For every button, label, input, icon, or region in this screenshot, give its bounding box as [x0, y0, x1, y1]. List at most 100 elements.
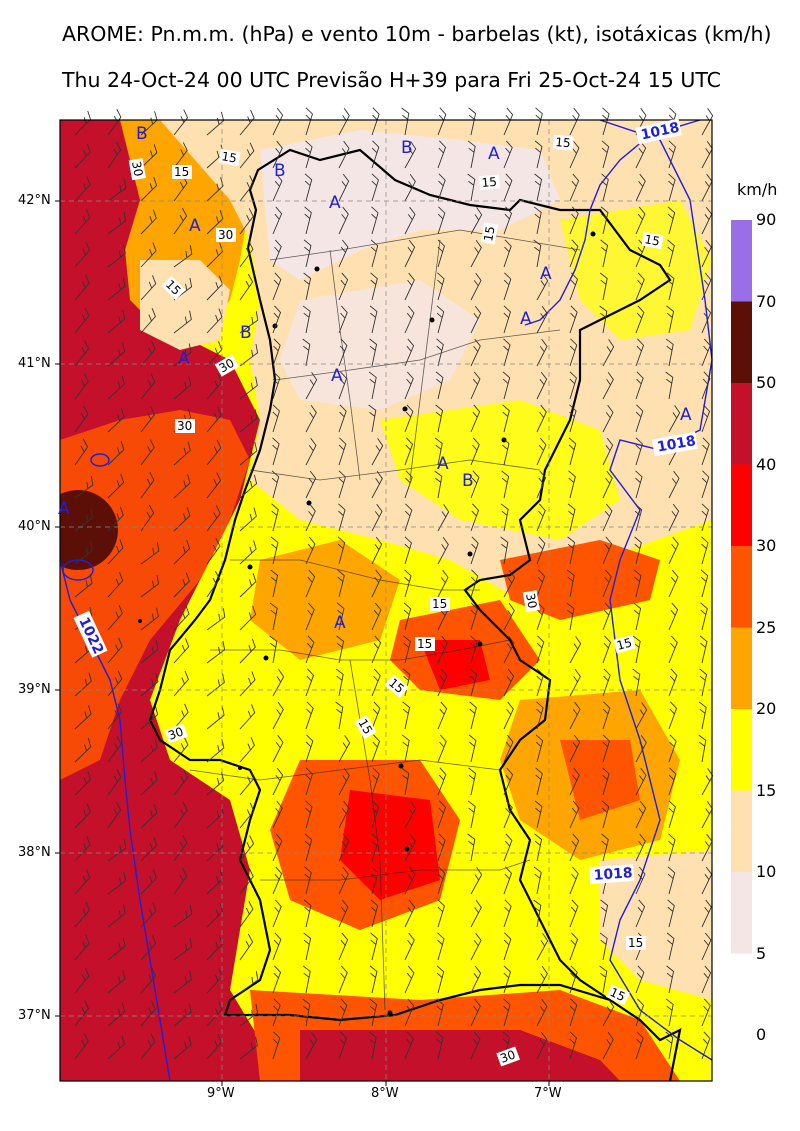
high-marker: A	[334, 613, 346, 633]
wind-barb	[272, 734, 284, 763]
wind-barb	[371, 173, 379, 202]
wind-barb	[173, 670, 189, 697]
wind-barb	[107, 703, 123, 730]
wind-barb	[338, 206, 349, 235]
wind-barb	[599, 965, 608, 994]
wind-barb	[701, 536, 709, 565]
wind-barb	[140, 869, 157, 895]
district-borders	[189, 229, 581, 1011]
wind-barb	[272, 669, 285, 697]
wind-barb	[239, 901, 254, 928]
wind-barb	[371, 635, 382, 664]
wind-barb	[502, 371, 511, 400]
wind-barb	[602, 470, 613, 499]
wind-barb	[140, 738, 158, 763]
wind-barb	[338, 338, 348, 367]
wind-barb	[468, 107, 477, 136]
wind-barb	[470, 503, 480, 532]
wind-barb	[701, 404, 711, 433]
wind-barb	[436, 965, 445, 994]
wind-barb	[567, 536, 576, 565]
wind-barb	[305, 1032, 318, 1060]
wind-barb	[338, 899, 349, 928]
wind-barb	[666, 965, 675, 994]
wind-barb	[569, 636, 582, 664]
wind-barb	[140, 242, 157, 268]
wind-barb	[569, 338, 578, 367]
wind-barb	[668, 800, 676, 829]
isotach-label: 15	[481, 225, 497, 242]
colorbar	[731, 220, 752, 954]
high-marker: A	[488, 144, 500, 164]
wind-barb	[404, 998, 415, 1027]
wind-barb	[239, 474, 258, 499]
wind-barb	[107, 473, 125, 499]
wind-barb	[569, 833, 580, 862]
wind-barb	[635, 1031, 644, 1060]
low-marker: B	[240, 323, 252, 343]
wind-barb	[437, 800, 447, 829]
colorbar-unit: km/h	[737, 180, 778, 199]
wind-barb	[470, 272, 482, 301]
wind-barb	[569, 669, 581, 697]
isotach-label: 15	[432, 597, 447, 611]
wind-barb	[436, 998, 444, 1027]
wind-barb	[239, 311, 259, 334]
wind-barb	[206, 406, 222, 433]
wind-barb	[635, 206, 646, 235]
wind-barb	[303, 899, 312, 928]
wind-barb	[566, 602, 575, 631]
axis-ticks	[55, 200, 550, 1086]
colorbar-segment	[731, 872, 752, 954]
wind-barb	[404, 174, 416, 202]
wind-barb	[74, 934, 90, 961]
wind-barb	[371, 438, 384, 466]
wind-barb	[698, 701, 707, 730]
colorbar-segment	[731, 546, 752, 628]
low-marker: B	[401, 138, 413, 158]
wind-barb	[74, 541, 93, 565]
wind-barb	[534, 800, 543, 829]
wind-barb	[437, 569, 449, 598]
wind-barb	[403, 602, 412, 631]
wind-barb	[107, 839, 127, 862]
wind-barb	[535, 107, 543, 136]
wind-barb	[369, 338, 378, 367]
wind-barb	[74, 176, 91, 202]
wind-barb	[107, 572, 124, 598]
wind-barb	[173, 572, 190, 598]
wind-barb	[368, 371, 377, 400]
wind-barb	[404, 801, 417, 829]
wind-barb	[569, 965, 578, 994]
wind-barb	[239, 142, 255, 169]
wind-barb	[668, 140, 676, 169]
wind-barb	[503, 701, 514, 730]
wind-barb	[503, 965, 511, 994]
wind-barb	[667, 239, 675, 268]
wind-barb	[337, 569, 345, 598]
wind-barb	[271, 503, 279, 532]
wind-barb	[500, 536, 509, 565]
wind-barb	[403, 635, 411, 664]
wind-barb	[468, 734, 477, 763]
wind-barb	[701, 371, 711, 400]
wind-barb	[74, 869, 91, 895]
colorbar-level-label: 30	[756, 536, 777, 555]
wind-barb	[140, 640, 159, 664]
wind-barb	[369, 965, 378, 994]
wind-barb	[304, 866, 312, 895]
wind-barb	[437, 833, 446, 862]
high-marker: A	[58, 499, 70, 519]
wind-barb	[469, 668, 478, 697]
wind-barb	[600, 899, 609, 928]
wind-barb	[206, 373, 222, 400]
wind-barb	[470, 900, 482, 928]
wind-barb	[173, 207, 188, 235]
wind-barb	[338, 932, 349, 961]
isobar-label: 1018	[639, 120, 680, 144]
wind-barb	[305, 635, 315, 664]
wind-barb	[404, 338, 415, 367]
wind-barb	[470, 1031, 481, 1060]
wind-barb	[602, 701, 611, 730]
wind-barb	[533, 899, 542, 928]
